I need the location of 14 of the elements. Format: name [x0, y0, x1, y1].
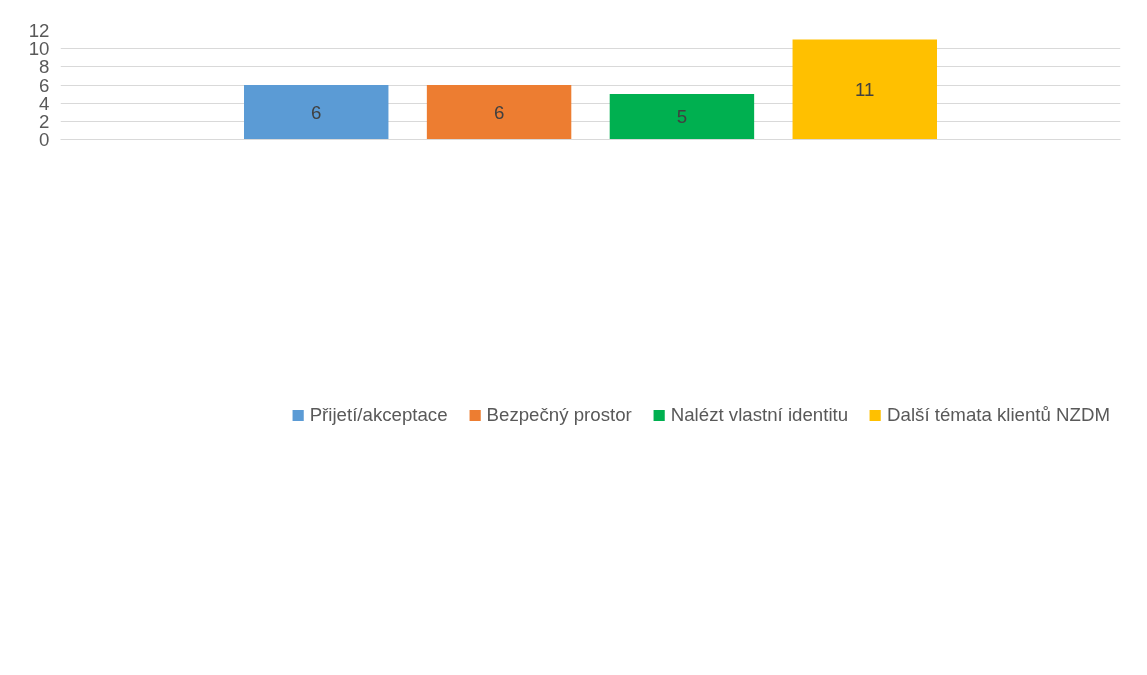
y-tick-label: 0 [39, 129, 50, 150]
data-label: 6 [493, 101, 505, 123]
y-tick-label: 12 [28, 20, 50, 41]
data-label: 11 [855, 79, 875, 101]
bar [244, 85, 389, 140]
legend-label: Další témata klientů NZDM [887, 404, 1110, 426]
data-label: 6 [311, 101, 322, 123]
data-label: 5 [676, 106, 688, 128]
legend-label: Bezpečný prostor [486, 404, 632, 426]
legend-label: Nalézt vlastní identitu [670, 404, 849, 426]
bar [609, 94, 755, 140]
bar [426, 85, 572, 140]
legend-label: Přijetí/akceptace [309, 404, 448, 426]
bar [792, 39, 937, 140]
